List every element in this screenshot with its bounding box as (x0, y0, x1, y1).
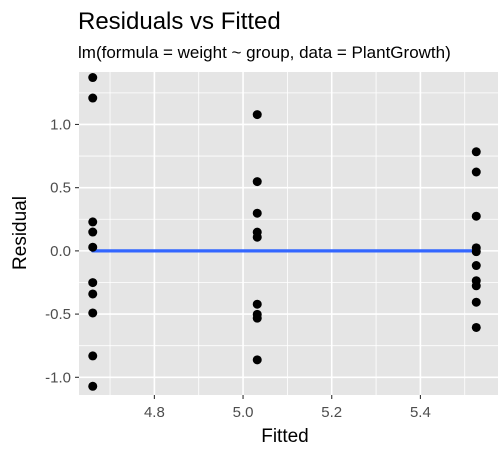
data-point (253, 110, 262, 119)
data-point (472, 212, 481, 221)
data-point (88, 228, 97, 237)
x-axis-tick-label: 5.4 (410, 404, 431, 421)
x-axis-label: Fitted (261, 426, 309, 447)
data-point (253, 300, 262, 309)
data-point (253, 314, 262, 323)
y-axis-tick-label: 0.5 (50, 180, 71, 197)
data-point (88, 351, 97, 360)
x-axis-tick-label: 5.0 (233, 404, 254, 421)
data-point (253, 355, 262, 364)
x-axis-tick-label: 5.2 (321, 404, 342, 421)
plot-panel (79, 72, 498, 395)
data-point (253, 209, 262, 218)
x-axis-tick-label: 4.8 (144, 404, 165, 421)
data-point (253, 233, 262, 242)
y-axis-label: Residual (10, 196, 31, 270)
x-axis: 4.8 5.0 5.2 5.4 (144, 395, 431, 421)
data-point (88, 278, 97, 287)
data-point (253, 177, 262, 186)
data-point (472, 298, 481, 307)
y-axis-tick-label: -0.5 (45, 306, 71, 323)
data-point (472, 167, 481, 176)
y-axis-tick-label: 1.0 (50, 116, 71, 133)
data-point (472, 323, 481, 332)
data-point (472, 247, 481, 256)
data-point (88, 73, 97, 82)
data-point (88, 308, 97, 317)
data-point (472, 281, 481, 290)
data-point (88, 217, 97, 226)
data-point (88, 94, 97, 103)
y-axis-tick-label: -1.0 (45, 369, 71, 386)
data-point (472, 261, 481, 270)
y-axis: -1.0 -0.5 0.0 0.5 1.0 (45, 116, 79, 386)
data-point (88, 382, 97, 391)
chart-title: Residuals vs Fitted (78, 8, 281, 35)
y-axis-tick-label: 0.0 (50, 243, 71, 260)
data-point (88, 243, 97, 252)
data-point (88, 289, 97, 298)
chart-subtitle: lm(formula = weight ~ group, data = Plan… (78, 43, 451, 62)
data-point (472, 147, 481, 156)
